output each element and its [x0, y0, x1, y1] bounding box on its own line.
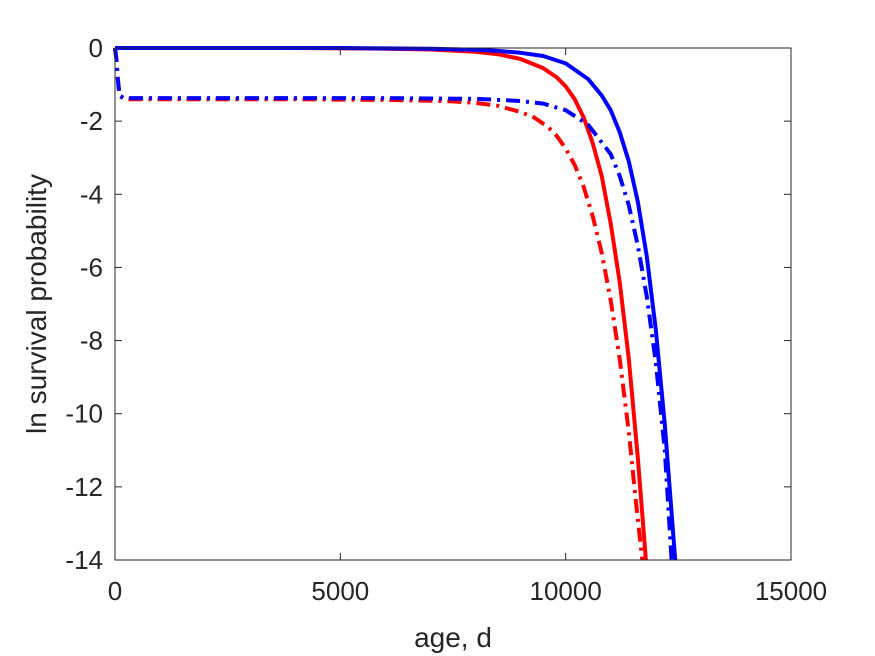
y-tick-label: -10 [65, 399, 103, 429]
x-tick-label: 10000 [530, 576, 602, 606]
x-axis-label: age, d [414, 622, 492, 653]
y-tick-label: -2 [80, 106, 103, 136]
y-tick-label: -6 [80, 252, 103, 282]
y-axis-label: ln survival probability [21, 174, 52, 434]
plot-area [115, 48, 791, 560]
y-tick-label: -14 [65, 545, 103, 575]
series-line-3 [113, 47, 645, 561]
tick-layer: 0 5000 10000 15000 0 -2 -4 -6 -8 -10 -12 -14 [65, 33, 827, 606]
x-tick-label: 5000 [311, 576, 369, 606]
x-tick-label: 0 [108, 576, 122, 606]
y-tick-label: -4 [80, 179, 103, 209]
y-tick-label: -8 [80, 326, 103, 356]
y-tick-label: -12 [65, 472, 103, 502]
x-tick-label: 15000 [755, 576, 827, 606]
y-tick-label: 0 [89, 33, 103, 63]
axes-box [114, 47, 792, 561]
